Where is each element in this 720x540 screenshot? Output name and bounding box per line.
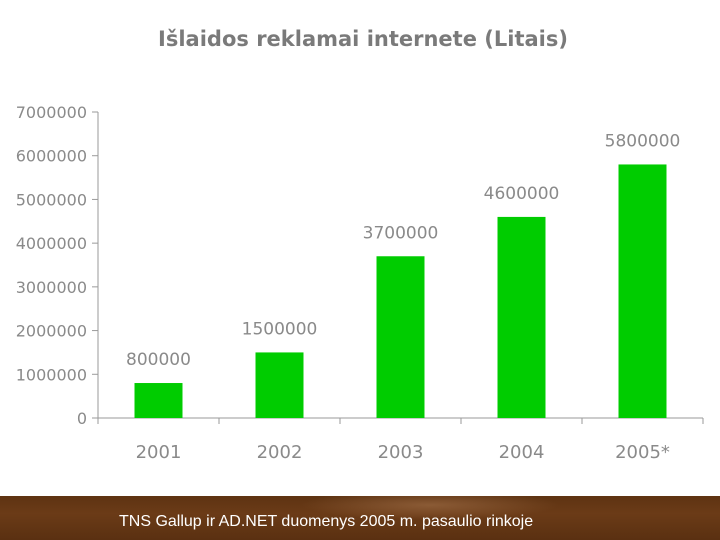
data-label: 5800000 bbox=[605, 131, 681, 151]
chart-axes: 0 1000000 2000000 3000000 4000000 5000000 6000… bbox=[16, 103, 704, 463]
x-tick-label: 2003 bbox=[378, 442, 424, 463]
bar-chart: Išlaidos reklamai internete (Litais) 0 10… bbox=[16, 27, 704, 463]
y-tick-label: 5000000 bbox=[16, 190, 87, 209]
y-tick-label: 6000000 bbox=[16, 147, 87, 166]
y-tick-label: 3000000 bbox=[16, 278, 87, 297]
y-tick-label: 4000000 bbox=[16, 234, 87, 253]
footer-highlight bbox=[300, 496, 560, 520]
chart-bars: 800000 1500000 3700000 4600000 5800000 bbox=[126, 131, 680, 418]
bar bbox=[134, 383, 183, 418]
data-label: 800000 bbox=[126, 350, 191, 370]
bar bbox=[497, 216, 546, 418]
y-tick-label: 1000000 bbox=[16, 365, 87, 384]
source-caption: TNS Gallup ir AD.NET duomenys 2005 m. pa… bbox=[119, 513, 534, 530]
x-tick-label: 2001 bbox=[136, 442, 182, 463]
chart-title: Išlaidos reklamai internete (Litais) bbox=[158, 27, 568, 51]
y-tick-label: 2000000 bbox=[16, 322, 87, 341]
x-tick-label: 2005* bbox=[615, 442, 670, 463]
x-tick-label: 2004 bbox=[499, 442, 545, 463]
footer-bar: TNS Gallup ir AD.NET duomenys 2005 m. pa… bbox=[0, 496, 720, 540]
y-tick-label: 7000000 bbox=[16, 103, 87, 122]
bar bbox=[618, 164, 667, 418]
x-tick-label: 2002 bbox=[257, 442, 303, 463]
data-label: 1500000 bbox=[242, 319, 318, 339]
y-tick-label: 0 bbox=[77, 409, 87, 428]
data-label: 3700000 bbox=[363, 223, 439, 243]
data-label: 4600000 bbox=[484, 184, 560, 204]
bar bbox=[255, 352, 304, 418]
bar bbox=[376, 256, 425, 418]
